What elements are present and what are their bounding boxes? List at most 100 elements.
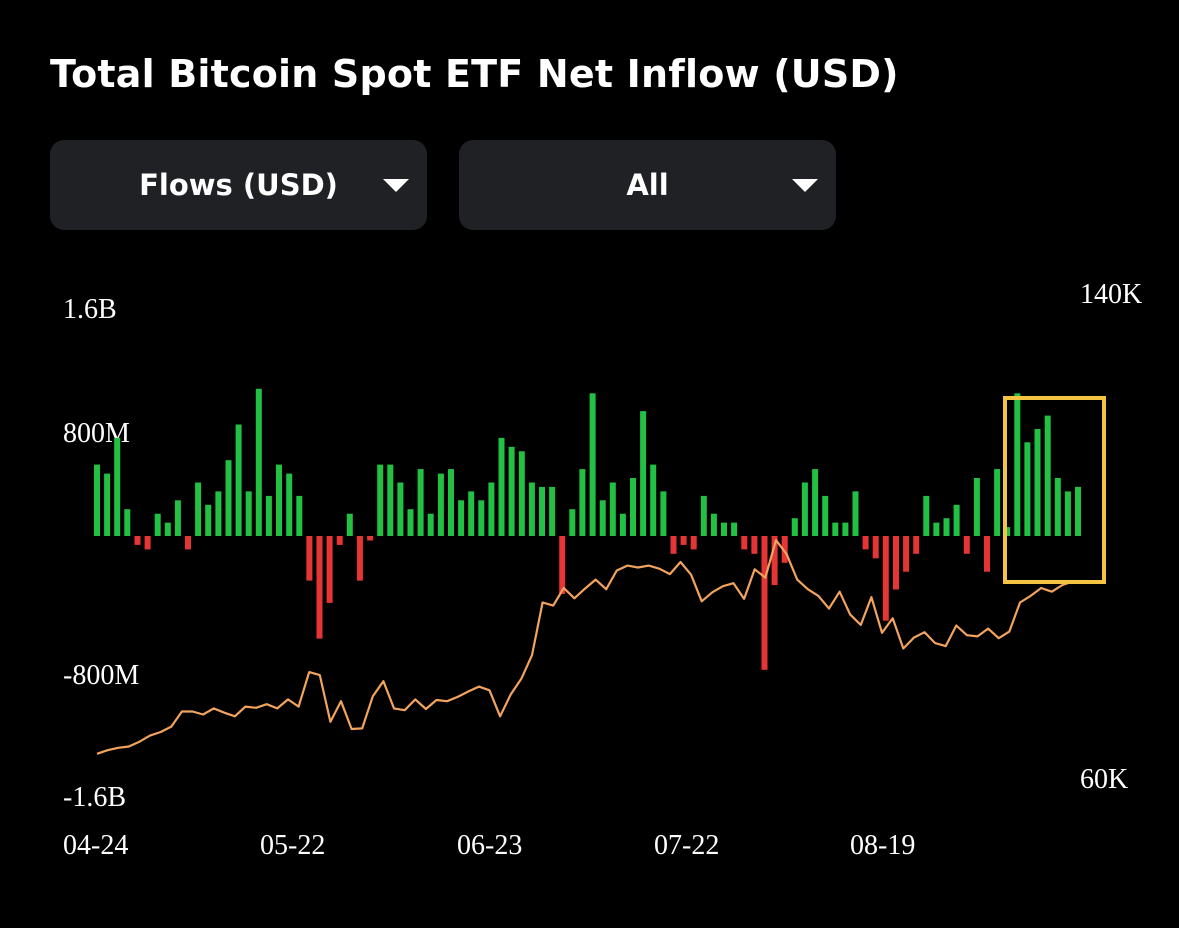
inflow-bar [114,437,121,536]
outflow-bar [316,536,323,639]
inflow-bar [650,464,657,536]
inflow-bar [265,495,272,536]
inflow-bar [539,486,545,536]
y2-tick-label: 60K [1080,764,1128,795]
inflow-bar [508,446,515,536]
chevron-down-icon [383,179,409,192]
inflow-bar [832,522,839,536]
outflow-bar [185,536,191,550]
inflow-bar [640,411,647,536]
x-tick-label: 07-22 [654,830,719,861]
price-line [96,539,1074,755]
outflow-bar [771,536,778,586]
x-tick-label: 05-22 [260,830,325,861]
inflow-bar [710,513,717,536]
inflow-bar [498,437,505,536]
inflow-bar [923,495,930,536]
outflow-bar [963,536,970,554]
inflow-bar [630,478,636,536]
inflow-bar [933,522,940,536]
outflow-bar [306,536,313,581]
inflow-bar [721,522,727,536]
inflow-bar [852,491,859,536]
outflow-bar [326,536,333,603]
outflow-bar [882,536,889,621]
inflow-bar [731,522,738,536]
inflow-bar [569,509,576,536]
y-tick-label: -800M [63,660,139,691]
y-tick-label: 1.6B [63,294,117,325]
outflow-bar [559,536,566,594]
inflow-bar [448,469,454,536]
inflow-bar [195,482,202,536]
inflow-bar [579,469,586,536]
highlight-group [1003,396,1106,584]
x-tick-label: 04-24 [63,830,128,861]
inflow-bar [812,469,819,536]
inflow-bar [619,513,626,536]
inflow-bar [154,513,161,536]
inflow-bar [468,491,475,536]
inflow-bar [174,500,181,536]
inflow-bar [791,518,798,536]
inflow-bar [488,482,495,536]
outflow-bar [670,536,677,554]
outflow-bar [984,536,990,572]
inflow-bar [994,469,1001,536]
inflow-bar [1044,415,1051,536]
inflow-bar [225,460,232,536]
inflow-bar [235,424,242,536]
inflow-bar [427,513,434,536]
page-title: Total Bitcoin Spot ETF Net Inflow (USD) [50,52,899,96]
inflow-bar [549,486,556,536]
inflow-bar [458,500,465,536]
inflow-bar [276,464,282,536]
range-dropdown-label: All [626,168,669,202]
inflow-bar [124,509,131,536]
inflow-bar [943,518,950,536]
inflow-bar [700,495,707,536]
chevron-down-icon [792,179,818,192]
metric-dropdown[interactable]: Flows (USD) [50,140,427,230]
inflow-bar [346,513,353,536]
outflow-bar [781,536,788,563]
outflow-bar [336,536,343,545]
inflow-bar [953,504,960,536]
outflow-bar [690,536,697,550]
inflow-bar [377,464,384,536]
inflow-bar [387,464,394,536]
outflow-bar [903,536,910,572]
inflow-bar [1075,486,1081,536]
inflow-bar [94,464,100,536]
outflow-bar [680,536,687,545]
inflow-bar [518,451,525,536]
y-axis-right: 140K 60K [1080,279,1142,795]
inflow-bar [286,473,293,536]
y2-tick-label: 140K [1080,279,1142,310]
y-tick-label: -1.6B [63,782,126,813]
inflow-bar [164,522,171,536]
inflow-bar [842,522,849,536]
outflow-bar [367,536,374,541]
inflow-bar [1014,393,1021,536]
x-axis: 04-24 05-22 06-23 07-22 08-19 [63,830,915,861]
inflow-bar [589,393,596,536]
x-tick-label: 06-23 [457,830,522,861]
outflow-bar [741,536,748,550]
inflow-bar [407,509,414,536]
inflow-bar [599,500,606,536]
range-dropdown[interactable]: All [459,140,836,230]
highlight-box [1003,396,1106,584]
inflow-bar [104,473,111,536]
outflow-bar [862,536,869,550]
inflow-bar [1034,429,1041,536]
x-tick-label: 08-19 [850,830,915,861]
inflow-bar [205,504,212,536]
inflow-bar [1054,478,1061,536]
inflow-bar [215,491,222,536]
inflow-bar [609,482,616,536]
outflow-bar [134,536,141,545]
inflow-bar [1064,491,1071,536]
inflow-bar [437,473,444,536]
